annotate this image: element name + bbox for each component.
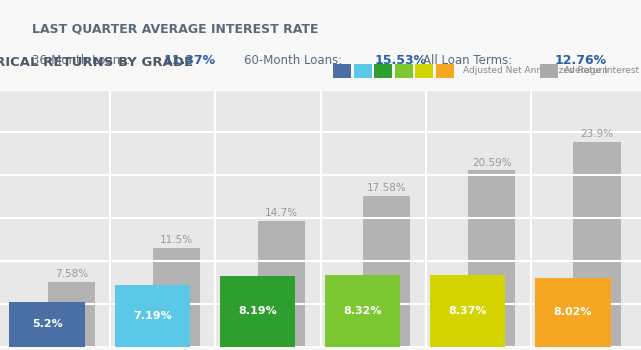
Bar — [573, 142, 620, 346]
Text: 15.53%: 15.53% — [375, 54, 427, 67]
FancyBboxPatch shape — [354, 64, 372, 78]
Text: 17.58%: 17.58% — [367, 183, 406, 194]
Bar — [258, 220, 305, 346]
FancyBboxPatch shape — [540, 64, 558, 78]
Text: 12.76%: 12.76% — [554, 54, 606, 67]
Text: 8.19%: 8.19% — [238, 307, 277, 316]
Bar — [153, 248, 200, 346]
Bar — [10, 302, 85, 346]
Text: 23.9%: 23.9% — [580, 129, 613, 139]
Bar — [468, 170, 515, 346]
Text: 8.37%: 8.37% — [448, 306, 487, 316]
Bar — [220, 276, 296, 346]
Text: Adjusted Net Annualized Return: Adjusted Net Annualized Return — [463, 66, 608, 75]
Text: 8.02%: 8.02% — [553, 307, 592, 317]
Bar — [363, 196, 410, 346]
FancyBboxPatch shape — [374, 64, 392, 78]
FancyBboxPatch shape — [415, 64, 433, 78]
Text: LAST QUARTER AVERAGE INTEREST RATE: LAST QUARTER AVERAGE INTEREST RATE — [32, 22, 319, 35]
Text: 36-Month Loans:: 36-Month Loans: — [32, 54, 130, 67]
FancyBboxPatch shape — [333, 64, 351, 78]
Bar — [115, 285, 190, 346]
Text: 20.59%: 20.59% — [472, 158, 512, 168]
Bar — [535, 278, 610, 346]
Text: Average Interest Rate: Average Interest Rate — [564, 66, 641, 75]
Bar — [325, 275, 401, 346]
Text: All Loan Terms:: All Loan Terms: — [423, 54, 512, 67]
Text: 11.37%: 11.37% — [163, 54, 215, 67]
Text: 5.2%: 5.2% — [32, 319, 63, 329]
Bar — [429, 275, 506, 346]
FancyBboxPatch shape — [436, 64, 454, 78]
Text: HISTORICAL RETURNS BY GRADE: HISTORICAL RETURNS BY GRADE — [0, 56, 193, 69]
Text: 7.58%: 7.58% — [55, 269, 88, 279]
Bar — [48, 282, 95, 346]
Text: 8.32%: 8.32% — [344, 306, 382, 316]
Text: 14.7%: 14.7% — [265, 208, 298, 218]
Text: 7.19%: 7.19% — [133, 311, 172, 321]
Text: 11.5%: 11.5% — [160, 236, 193, 245]
FancyBboxPatch shape — [395, 64, 413, 78]
Text: 60-Month Loans:: 60-Month Loans: — [244, 54, 342, 67]
